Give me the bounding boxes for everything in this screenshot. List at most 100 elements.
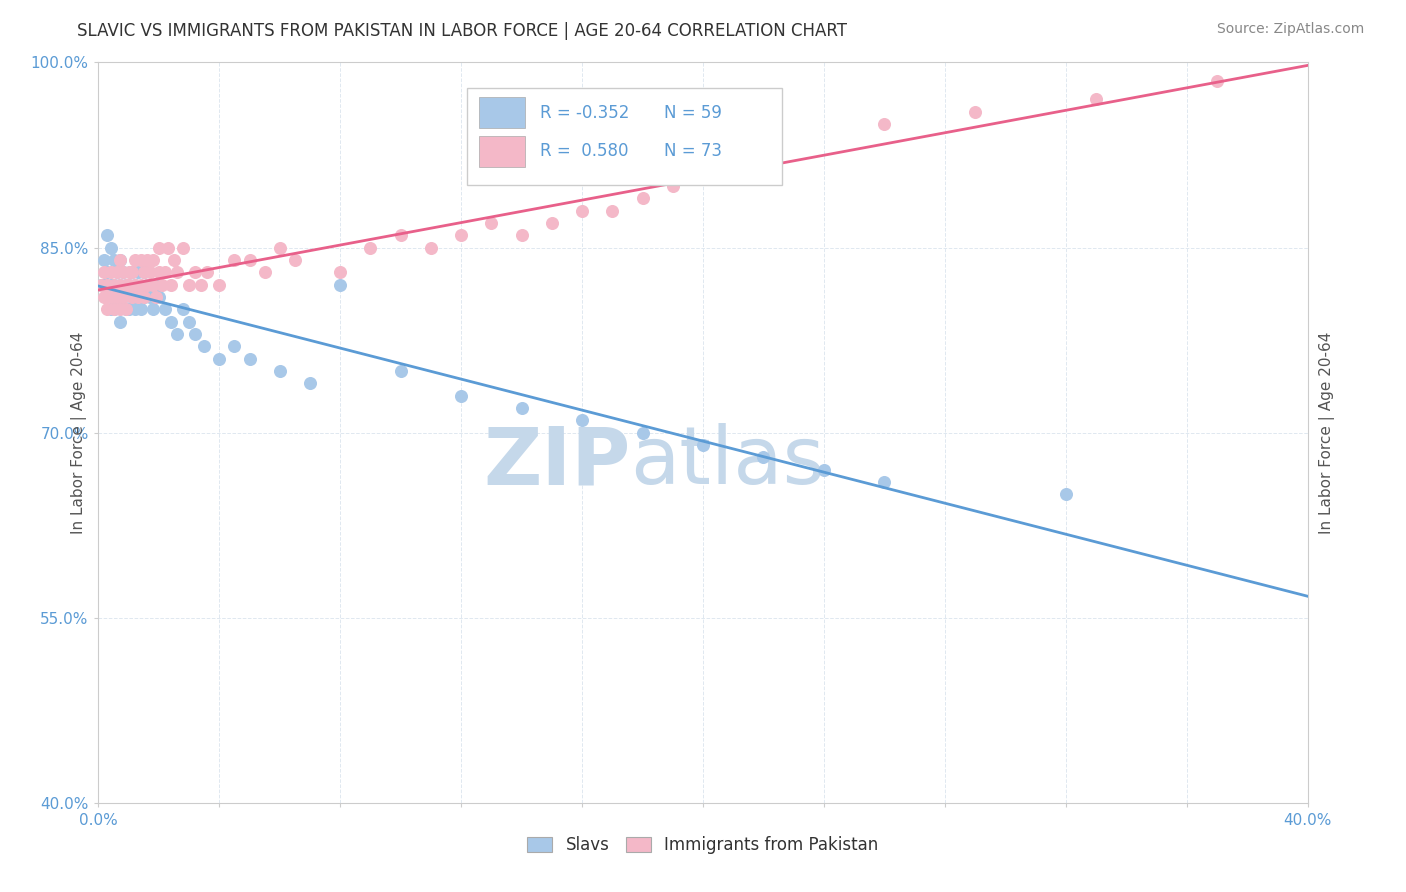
Point (142, 302, 165, 317)
Point (129, 277, 152, 292)
Point (93, 290, 115, 304)
Text: R =  0.580: R = 0.580 (540, 143, 628, 161)
Point (108, 252, 131, 267)
Y-axis label: In Labor Force | Age 20-64: In Labor Force | Age 20-64 (72, 332, 87, 533)
Point (873, 117, 896, 131)
Point (108, 277, 131, 292)
Point (153, 302, 176, 317)
Point (692, 438, 714, 452)
Point (510, 228, 533, 243)
Point (124, 277, 146, 292)
Point (172, 302, 194, 317)
Point (1085, 92, 1108, 106)
Point (224, 339, 246, 353)
Point (166, 326, 188, 341)
Point (239, 351, 262, 366)
Point (108, 277, 131, 292)
Point (661, 178, 683, 193)
Point (510, 401, 533, 415)
Point (124, 302, 146, 317)
Point (540, 216, 562, 230)
Point (96, 228, 118, 243)
Point (90, 277, 112, 292)
Point (166, 265, 188, 279)
Point (150, 277, 173, 292)
Point (172, 240, 194, 255)
Text: N = 73: N = 73 (664, 143, 723, 161)
Point (692, 166, 714, 180)
Point (132, 290, 155, 304)
Point (190, 277, 212, 292)
Point (1054, 487, 1077, 501)
Point (118, 265, 141, 279)
Point (631, 425, 654, 440)
Point (193, 339, 215, 353)
Point (114, 302, 136, 317)
Legend: Slavs, Immigrants from Pakistan: Slavs, Immigrants from Pakistan (520, 830, 886, 861)
Point (184, 326, 207, 341)
Point (118, 302, 141, 317)
Point (450, 228, 472, 243)
Point (389, 228, 412, 243)
FancyBboxPatch shape (479, 136, 526, 167)
Point (100, 265, 122, 279)
Point (114, 302, 136, 317)
Point (96, 277, 118, 292)
Point (360, 240, 382, 255)
Point (752, 142, 775, 156)
Point (208, 277, 231, 292)
Point (121, 265, 143, 279)
Point (105, 290, 128, 304)
Point (132, 265, 155, 279)
Point (111, 265, 134, 279)
Point (121, 290, 143, 304)
Point (111, 290, 134, 304)
Point (571, 203, 593, 218)
Point (100, 302, 122, 317)
Point (160, 314, 183, 328)
Point (813, 462, 835, 476)
Point (108, 302, 131, 317)
Point (100, 290, 122, 304)
Point (108, 314, 131, 328)
Point (103, 302, 125, 317)
Text: atlas: atlas (630, 423, 825, 501)
Point (105, 290, 128, 304)
Point (184, 265, 207, 279)
Point (420, 240, 443, 255)
Point (103, 252, 125, 267)
Y-axis label: In Labor Force | Age 20-64: In Labor Force | Age 20-64 (1319, 332, 1334, 533)
Point (571, 413, 593, 427)
Text: Source: ZipAtlas.com: Source: ZipAtlas.com (1216, 22, 1364, 37)
Point (124, 252, 146, 267)
Point (127, 265, 149, 279)
Point (108, 252, 131, 267)
Point (114, 277, 136, 292)
Point (965, 104, 987, 119)
Point (139, 265, 162, 279)
Point (153, 265, 176, 279)
Point (269, 364, 291, 378)
Point (142, 252, 165, 267)
Point (142, 277, 165, 292)
Point (103, 277, 125, 292)
Point (160, 277, 183, 292)
Point (135, 277, 157, 292)
Point (103, 277, 125, 292)
Point (96, 265, 118, 279)
Point (179, 314, 201, 328)
Point (105, 265, 128, 279)
Point (239, 252, 262, 267)
Point (93, 265, 115, 279)
Point (284, 252, 307, 267)
Point (195, 265, 218, 279)
Point (329, 277, 352, 292)
Point (118, 277, 141, 292)
Point (389, 364, 412, 378)
Point (450, 389, 472, 403)
Point (127, 290, 149, 304)
Point (132, 265, 155, 279)
Point (105, 265, 128, 279)
Text: R = -0.352: R = -0.352 (540, 103, 628, 122)
Text: ZIP: ZIP (484, 423, 630, 501)
